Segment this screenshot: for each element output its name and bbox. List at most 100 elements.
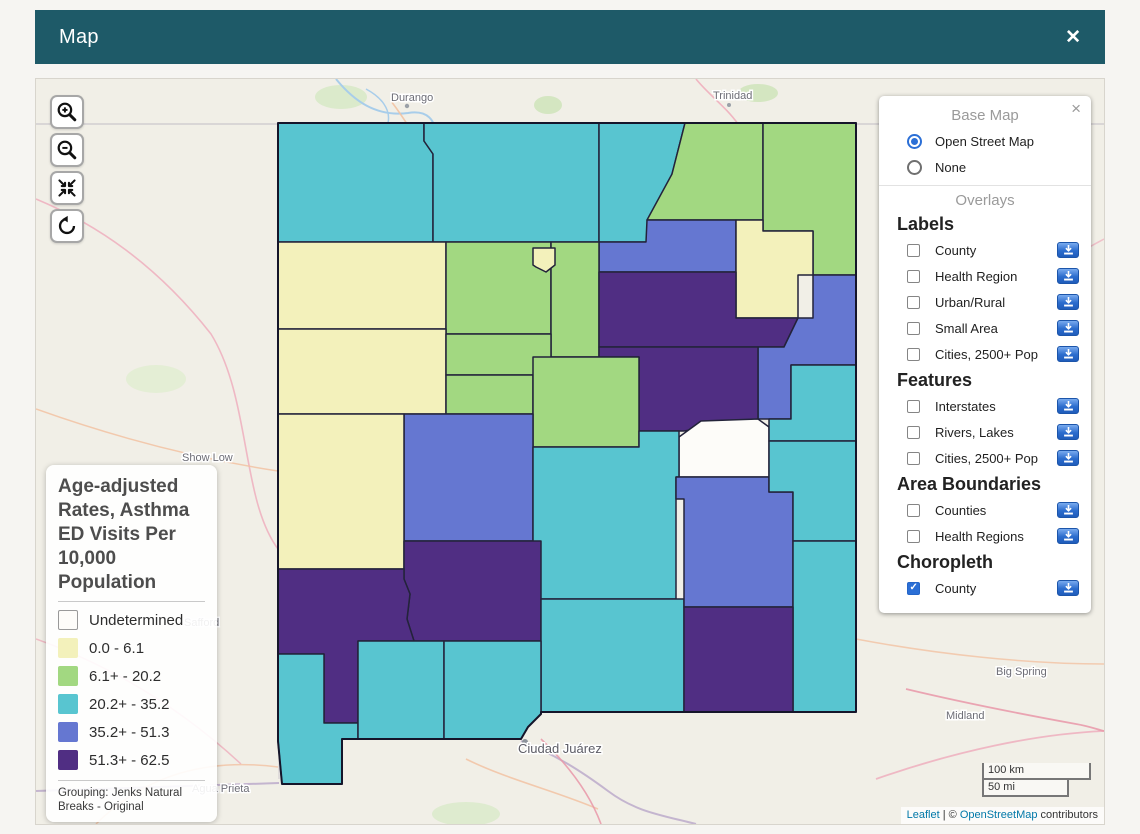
layer-label: Cities, 2500+ Pop [935,346,1038,362]
base-map-option-label: None [935,160,967,175]
checkbox-unchecked[interactable] [907,321,920,335]
legend-title-line: 10,000 [58,548,117,569]
download-icon [1063,245,1073,255]
legend-title: Age-adjusted Rates, Asthma ED Visits Per 10… [58,475,205,595]
checkbox-unchecked[interactable] [907,399,920,413]
city-label: Midland [946,710,985,722]
legend-footer-divider [58,780,205,781]
leaflet-link[interactable]: Leaflet [906,809,940,821]
county-santa-fe[interactable] [550,241,600,358]
fit-extent-button[interactable] [50,171,84,205]
city-label: Show Low [182,452,233,464]
legend-item: 6.1+ - 20.2 [58,662,205,690]
panel-close-icon[interactable]: × [1071,99,1081,118]
layer-label: Health Region [935,268,1018,284]
legend-grouping-note: Grouping: Jenks Natural Breaks - Origina… [58,787,183,813]
download-button[interactable] [1057,294,1079,310]
zoom-controls [50,95,84,243]
layer-row: County [879,575,1091,601]
zoom-out-icon [57,140,77,160]
county-san-juan[interactable] [277,122,434,243]
radio-unselected[interactable] [907,160,922,175]
checkbox-unchecked[interactable] [907,503,920,517]
attribution-mid: | © [939,809,960,821]
download-button[interactable] [1057,398,1079,414]
county-dona-ana[interactable] [443,640,542,740]
legend-divider [58,601,205,602]
download-icon [1063,323,1073,333]
county-los-alamos[interactable] [532,247,556,273]
county-lea[interactable] [792,540,857,713]
close-icon[interactable]: ✕ [1065,26,1081,48]
osm-link[interactable]: OpenStreetMap [959,809,1038,821]
overlays-title: Overlays [955,192,1015,209]
county-otero[interactable] [540,598,685,713]
reset-icon [58,215,76,235]
layer-row: Cities, 2500+ Pop [879,341,1091,367]
layer-row: Rivers, Lakes [879,419,1091,445]
layer-label: Rivers, Lakes [935,424,1014,440]
checkbox-unchecked[interactable] [907,529,920,543]
radio-selected[interactable] [907,134,922,149]
overlay-sections: Labels County Health Region Urban/Rural Smal… [879,214,1091,601]
choropleth-legend: Age-adjusted Rates, Asthma ED Visits Per 10… [46,465,217,822]
checkbox-unchecked[interactable] [907,269,920,283]
legend-label: 51.3+ - 62.5 [89,751,170,769]
county-cibola[interactable] [277,328,447,415]
zoom-in-button[interactable] [50,95,84,129]
county-mckinley[interactable] [277,241,447,330]
choropleth-counties[interactable] [277,122,857,785]
legend-swatch [58,750,78,770]
county-rio-arriba[interactable] [423,122,600,243]
download-button[interactable] [1057,242,1079,258]
county-lincoln[interactable] [532,430,680,600]
county-catron[interactable] [277,413,405,570]
download-icon [1063,401,1073,411]
legend-swatch [58,638,78,658]
county-valencia[interactable] [445,374,534,415]
county-sierra[interactable] [403,540,542,642]
download-button[interactable] [1057,502,1079,518]
city-label: Durango [391,92,433,104]
reset-view-button[interactable] [50,209,84,243]
county-chaves[interactable] [675,476,794,608]
download-button[interactable] [1057,580,1079,596]
checkbox-checked[interactable] [907,581,920,595]
download-button[interactable] [1057,450,1079,466]
checkbox-unchecked[interactable] [907,295,920,309]
checkbox-unchecked[interactable] [907,243,920,257]
download-button[interactable] [1057,320,1079,336]
download-icon [1063,453,1073,463]
legend-label: 35.2+ - 51.3 [89,723,170,741]
download-icon [1063,349,1073,359]
download-icon [1063,427,1073,437]
checkbox-unchecked[interactable] [907,425,920,439]
county-de-baca[interactable] [678,418,770,478]
county-eddy[interactable] [683,606,794,713]
city-label: Trinidad [713,90,752,102]
checkbox-unchecked[interactable] [907,451,920,465]
checkbox-unchecked[interactable] [907,347,920,361]
download-button[interactable] [1057,424,1079,440]
layer-label: County [935,580,977,596]
county-socorro[interactable] [403,413,534,542]
download-button[interactable] [1057,528,1079,544]
modal-title: Map [59,25,99,48]
base-map-option: Open Street Map [879,129,1091,155]
download-button[interactable] [1057,346,1079,362]
base-map-option-label: Open Street Map [935,134,1034,149]
layer-label: Small Area [935,320,998,336]
download-button[interactable] [1057,268,1079,284]
layer-row: Health Region [879,263,1091,289]
legend-swatch [58,610,78,630]
layer-row: Interstates [879,393,1091,419]
layer-label: Counties [935,502,987,518]
zoom-out-button[interactable] [50,133,84,167]
attribution: Leaflet | © OpenStreetMap contributors [900,807,1104,824]
county-luna[interactable] [357,640,445,740]
county-torrance[interactable] [532,356,640,448]
base-map-title: Base Map [951,107,1019,124]
legend-title-line: Age-adjusted [58,476,179,497]
